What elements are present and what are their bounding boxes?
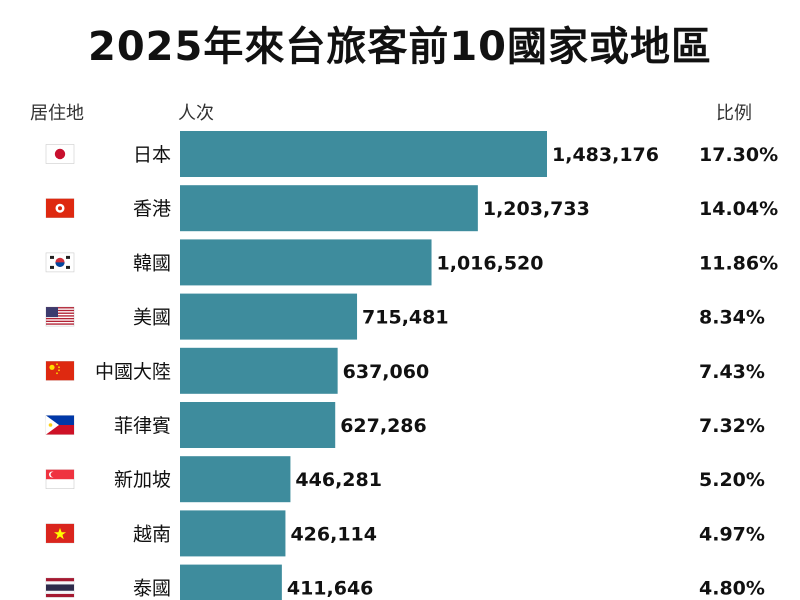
bar xyxy=(180,131,547,177)
bar xyxy=(180,456,291,503)
value-label: 627,286 xyxy=(340,415,427,437)
china-flag-icon xyxy=(45,360,75,381)
chart-title: 2025年來台旅客前10國家或地區 xyxy=(88,24,712,70)
residence-header: 居住地 xyxy=(30,103,84,124)
category-label: 新加坡 xyxy=(114,469,171,491)
thailand-flag-icon xyxy=(45,577,75,598)
category-label: 中國大陸 xyxy=(95,361,171,383)
value-label: 1,016,520 xyxy=(437,252,544,274)
category-label: 菲律賓 xyxy=(114,415,171,437)
bar xyxy=(180,347,338,394)
category-label: 香港 xyxy=(133,198,171,220)
percent-label: 4.97% xyxy=(699,523,765,545)
visits-header: 人次 xyxy=(178,103,214,124)
category-label: 越南 xyxy=(133,523,171,545)
bar xyxy=(180,185,478,232)
vietnam-flag-icon xyxy=(45,523,75,544)
value-label: 446,281 xyxy=(295,469,382,491)
bar xyxy=(180,402,336,448)
percent-label: 11.86% xyxy=(699,252,778,274)
bar xyxy=(180,239,432,286)
percent-label: 7.43% xyxy=(699,361,765,383)
japan-flag-icon xyxy=(45,144,75,164)
percent-label: 17.30% xyxy=(699,144,778,166)
philippines-flag-icon xyxy=(45,415,75,435)
value-label: 1,483,176 xyxy=(552,144,659,166)
value-label: 1,203,733 xyxy=(483,198,590,220)
usa-flag-icon xyxy=(45,306,75,327)
category-label: 泰國 xyxy=(133,578,171,600)
bar xyxy=(180,510,286,557)
value-label: 426,114 xyxy=(290,523,377,545)
value-label: 715,481 xyxy=(362,307,449,329)
percent-label: 7.32% xyxy=(699,415,765,437)
percent-label: 14.04% xyxy=(699,198,778,220)
hong-kong-flag-icon xyxy=(45,198,75,218)
value-label: 637,060 xyxy=(343,361,430,383)
category-label: 韓國 xyxy=(133,252,171,274)
percent-label: 8.34% xyxy=(699,307,765,329)
percent-label: 4.80% xyxy=(699,578,765,600)
percent-label: 5.20% xyxy=(699,469,765,491)
south-korea-flag-icon xyxy=(45,252,75,273)
category-label: 美國 xyxy=(133,307,171,329)
singapore-flag-icon xyxy=(45,469,75,490)
bar xyxy=(180,564,282,600)
category-label: 日本 xyxy=(133,144,171,166)
value-label: 411,646 xyxy=(287,578,374,600)
bar xyxy=(180,293,358,340)
ratio-header: 比例 xyxy=(716,103,752,124)
